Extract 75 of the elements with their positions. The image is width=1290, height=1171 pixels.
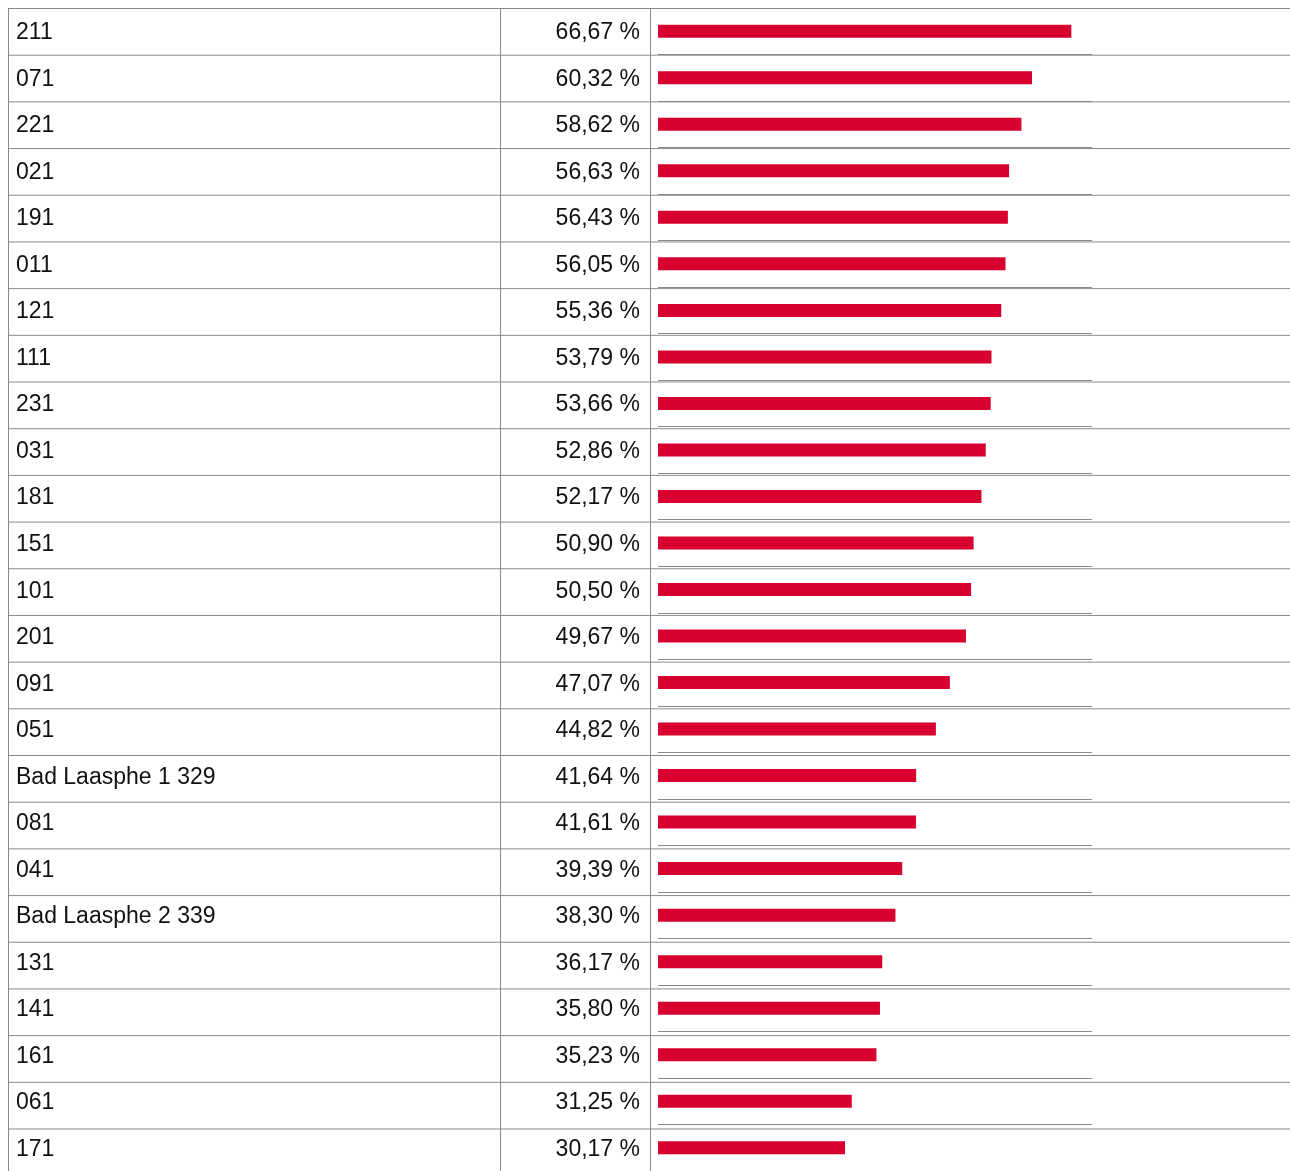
bar [658,815,916,829]
data-label: 31,25 % [555,1088,640,1115]
data-label: 53,66 % [555,390,640,417]
bar [658,443,986,457]
bar [658,489,982,503]
data-label: 38,30 % [555,902,640,929]
bar [658,583,972,596]
bar [658,210,1008,224]
y-tick-label: 161 [16,1041,55,1068]
bar [658,350,992,364]
bar [658,862,903,876]
data-label: 49,67 % [555,623,640,650]
y-tick-label: 011 [16,250,53,277]
y-tick-label: 121 [16,297,55,324]
bar [658,1001,880,1015]
data-label: 56,43 % [555,204,640,231]
y-tick-label: 181 [16,483,55,510]
bar [658,303,1002,317]
y-tick-label: 141 [16,995,55,1022]
data-label: 41,61 % [555,809,640,836]
data-label: 52,86 % [555,436,640,463]
y-tick-label: 031 [16,436,55,463]
data-label: 35,80 % [555,995,640,1022]
bar [658,117,1022,131]
y-tick-label: 061 [16,1088,55,1115]
y-tick-label: 101 [16,576,55,603]
y-tick-label: 221 [16,111,55,138]
data-label: 47,07 % [555,669,640,696]
bar [658,164,1010,178]
data-label: 50,90 % [555,529,640,556]
y-tick-label: 081 [16,809,55,836]
y-tick-label: 071 [16,64,55,91]
bar [658,536,974,550]
data-label: 41,64 % [555,762,640,789]
bar [658,257,1006,271]
data-label: 53,79 % [555,343,640,370]
data-label: 66,67 % [555,18,640,45]
data-label: 36,17 % [555,948,640,975]
y-tick-label: 171 [16,1134,55,1161]
bar [658,24,1072,38]
y-tick-label: 231 [16,390,55,417]
bar [658,908,896,922]
y-tick-label: 131 [16,948,55,975]
y-tick-label: 211 [16,18,53,45]
data-label: 56,63 % [555,157,640,184]
bar [658,1094,852,1108]
data-label: 39,39 % [555,855,640,882]
data-label: 58,62 % [555,111,640,138]
bar [658,1141,846,1155]
bar [658,955,883,969]
y-tick-label: 021 [16,157,55,184]
data-label: 50,50 % [555,576,640,603]
data-label: 30,17 % [555,1134,640,1161]
bar [658,1048,877,1062]
y-tick-label: 151 [16,529,55,556]
data-label: 35,23 % [555,1041,640,1068]
data-label: 52,17 % [555,483,640,510]
bar [658,769,917,783]
bar [658,722,936,736]
y-tick-label: 191 [16,204,55,231]
y-tick-label: 111 [16,343,51,370]
y-tick-label: 051 [16,716,55,743]
data-label: 44,82 % [555,716,640,743]
y-tick-label: 041 [16,855,55,882]
bar [658,629,966,643]
data-label: 60,32 % [555,64,640,91]
bar [658,396,991,410]
data-label: 55,36 % [555,297,640,324]
y-tick-label: Bad Laasphe 1 329 [16,762,216,789]
bar [658,71,1032,85]
bar [658,676,950,690]
y-tick-label: Bad Laasphe 2 339 [16,902,216,929]
data-label: 56,05 % [555,250,640,277]
y-tick-label: 091 [16,669,55,696]
y-tick-label: 201 [16,623,55,650]
